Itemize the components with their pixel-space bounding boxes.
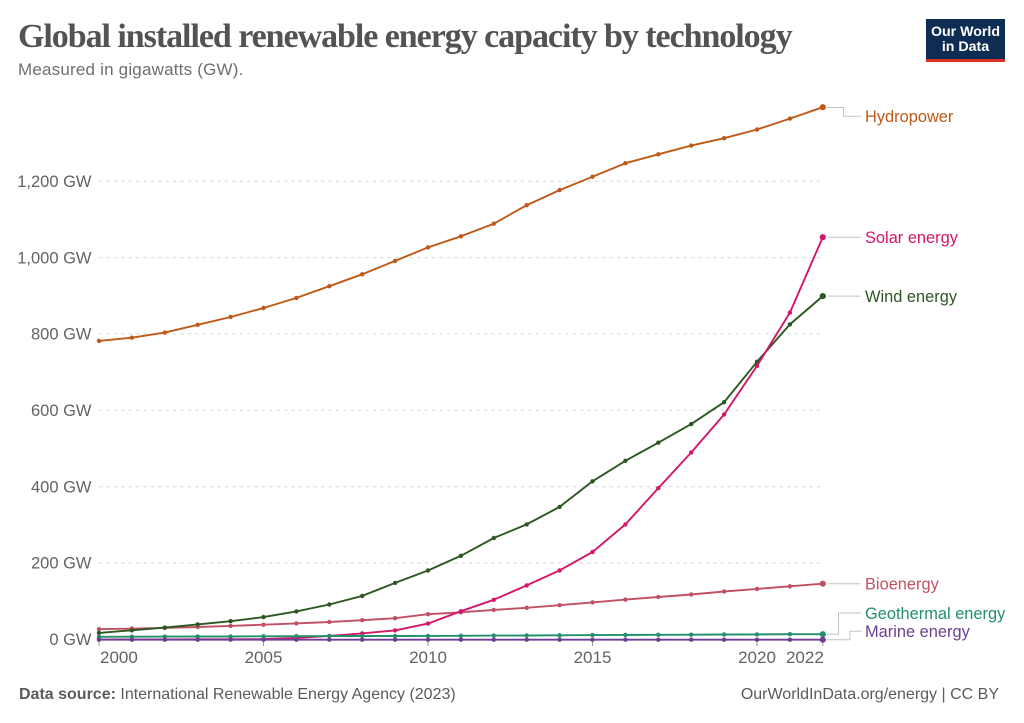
svg-text:Hydropower: Hydropower	[865, 108, 954, 126]
svg-text:2020: 2020	[738, 648, 776, 667]
svg-text:600 GW: 600 GW	[31, 402, 92, 420]
svg-text:Geothermal energy: Geothermal energy	[865, 605, 1006, 623]
svg-text:Marine energy: Marine energy	[865, 623, 971, 641]
svg-text:1,000 GW: 1,000 GW	[17, 249, 92, 267]
svg-text:2010: 2010	[409, 648, 447, 667]
svg-text:2000: 2000	[100, 648, 138, 667]
svg-text:Bioenergy: Bioenergy	[865, 576, 940, 594]
svg-text:200 GW: 200 GW	[31, 555, 92, 573]
svg-text:Solar energy: Solar energy	[865, 229, 959, 247]
svg-text:0 GW: 0 GW	[49, 631, 92, 649]
svg-text:2005: 2005	[245, 648, 283, 667]
svg-text:Wind energy: Wind energy	[865, 288, 958, 306]
svg-text:2022: 2022	[786, 648, 824, 667]
svg-text:800 GW: 800 GW	[31, 326, 92, 344]
svg-text:400 GW: 400 GW	[31, 478, 92, 496]
svg-text:2015: 2015	[574, 648, 612, 667]
svg-text:1,200 GW: 1,200 GW	[17, 173, 92, 191]
